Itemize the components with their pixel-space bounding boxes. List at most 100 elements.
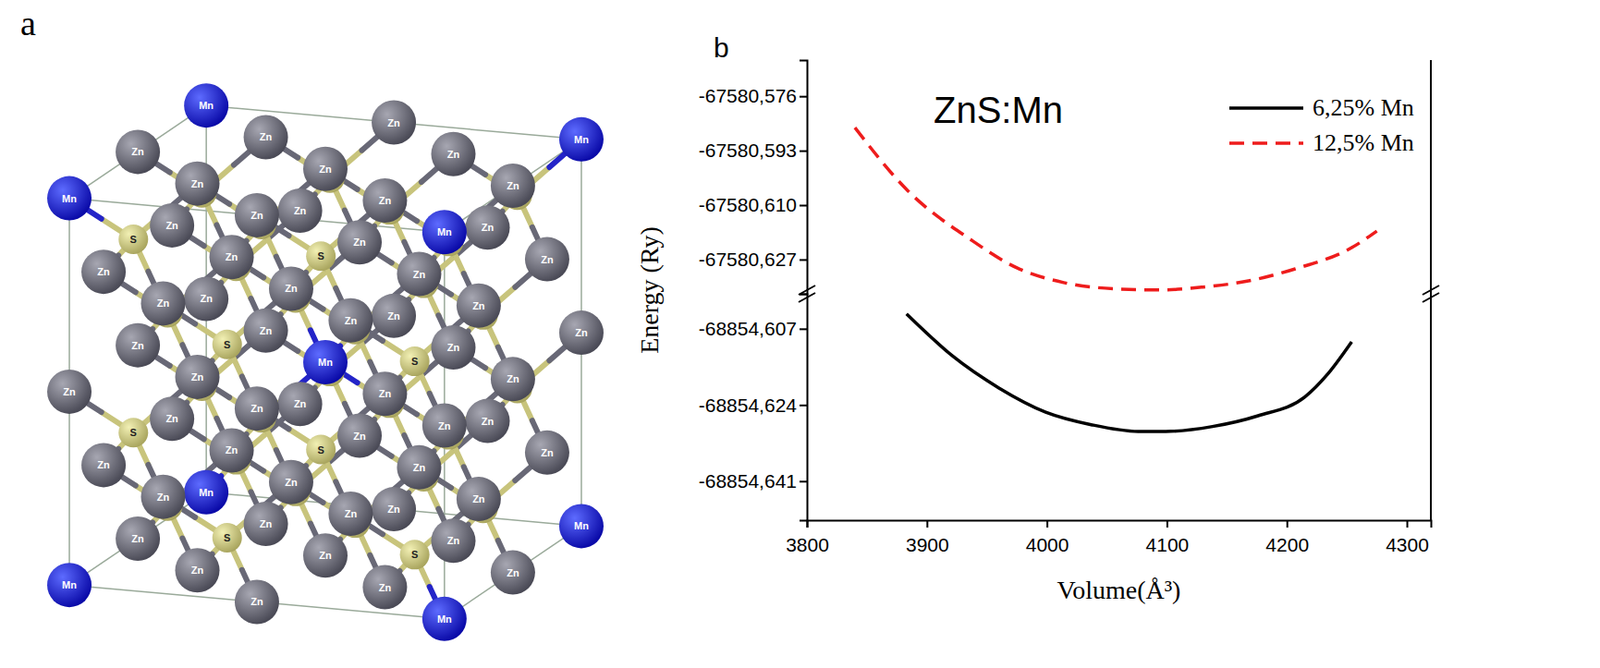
atom: Zn xyxy=(140,475,185,520)
atom-label: Mn xyxy=(317,356,333,368)
atom-sphere xyxy=(149,203,195,248)
atom-sphere xyxy=(212,329,243,360)
atom: S xyxy=(212,523,243,553)
atom: Zn xyxy=(396,252,441,297)
tick-mark xyxy=(1286,520,1289,528)
atom-label: Zn xyxy=(225,444,239,456)
atom-label: Zn xyxy=(447,148,461,160)
atom-label: Zn xyxy=(157,297,171,309)
atom-label: Mn xyxy=(61,579,77,591)
series-line xyxy=(906,314,1353,432)
tick: 4000 xyxy=(1025,520,1070,556)
atom-label: Zn xyxy=(438,420,452,432)
atom: Zn xyxy=(209,427,255,473)
atom: Zn xyxy=(244,114,289,159)
tick: -67580,627 xyxy=(698,248,807,270)
atom-sphere xyxy=(337,219,382,265)
panel-label: a xyxy=(20,3,37,43)
atom-sphere xyxy=(559,117,604,162)
atom: Zn xyxy=(268,460,314,505)
tick-label: -67580,593 xyxy=(698,139,797,161)
atom-sphere xyxy=(268,266,314,311)
atom: Zn xyxy=(234,579,280,624)
atom: Zn xyxy=(268,266,314,311)
atom-sphere xyxy=(140,280,185,326)
atom-sphere xyxy=(81,442,126,488)
tick: 4300 xyxy=(1385,520,1430,556)
tick-label: 4200 xyxy=(1265,534,1309,556)
atom: Mn xyxy=(47,176,92,221)
atom: Zn xyxy=(175,161,220,207)
atom-label: S xyxy=(411,549,418,561)
atom-sphere xyxy=(278,188,323,233)
tick: 4100 xyxy=(1146,520,1190,556)
series-clip xyxy=(854,127,1378,291)
atom-label: S xyxy=(130,233,137,245)
atom: Zn xyxy=(303,146,348,192)
atom-label: Zn xyxy=(284,476,298,489)
atom: Zn xyxy=(303,533,348,578)
atom: Zn xyxy=(337,219,382,265)
tick-mark xyxy=(806,520,809,528)
atom: Mn xyxy=(422,209,467,255)
atom: Zn xyxy=(278,188,323,233)
tick-mark xyxy=(799,204,807,207)
atom-sphere xyxy=(47,176,92,221)
atom: Zn xyxy=(430,518,476,563)
tick: -67580,576 xyxy=(698,85,807,107)
atom-label: S xyxy=(130,427,137,439)
atom-sphere xyxy=(47,369,92,415)
atom: Mn xyxy=(422,597,467,642)
atom-label: Zn xyxy=(131,533,145,545)
atom: Mn xyxy=(559,117,604,162)
atom-sphere xyxy=(234,579,280,624)
atom-sphere xyxy=(303,340,348,385)
tick-mark xyxy=(1406,520,1409,528)
series-line xyxy=(854,127,1378,291)
atom: Zn xyxy=(140,280,185,326)
atom-label: Zn xyxy=(353,430,367,442)
tick-label: 4000 xyxy=(1025,534,1070,556)
tick: -67580,610 xyxy=(698,194,807,216)
atom-label: Zn xyxy=(62,386,76,398)
tick-label: 3900 xyxy=(905,534,950,556)
atom: Zn xyxy=(234,386,280,431)
atom: S xyxy=(400,539,430,570)
atom: Zn xyxy=(244,308,289,354)
atom-label: Zn xyxy=(250,209,264,221)
atom-sphere xyxy=(465,205,511,250)
atom: Zn xyxy=(337,414,382,459)
tick-mark xyxy=(799,328,807,330)
atom: Zn xyxy=(371,100,416,146)
unit-cell xyxy=(69,105,582,620)
atom: Mn xyxy=(47,562,92,608)
atom-label: S xyxy=(223,339,231,351)
atom-label: Mn xyxy=(574,134,589,146)
atom-label: Zn xyxy=(97,266,110,278)
tick: 3800 xyxy=(785,520,830,556)
atom-sphere xyxy=(118,417,148,448)
atom-label: Mn xyxy=(198,487,214,499)
atom-sphere xyxy=(183,470,229,515)
tick-label: -67580,627 xyxy=(698,248,797,270)
atom: Zn xyxy=(456,283,501,329)
atom-label: Zn xyxy=(413,268,427,281)
atom-sphere xyxy=(490,356,536,402)
atom-sphere xyxy=(362,371,407,416)
tick-label: -68854,607 xyxy=(698,317,797,340)
tick: -67580,593 xyxy=(698,139,807,161)
atom-sphere xyxy=(175,354,220,400)
atom-label: Zn xyxy=(447,535,461,547)
atom: S xyxy=(305,435,336,465)
atom-sphere xyxy=(465,399,511,444)
atom-sphere xyxy=(209,234,255,280)
atom-label: S xyxy=(317,250,325,262)
atom: Zn xyxy=(362,178,407,223)
tick: -68854,624 xyxy=(698,394,807,416)
atom: Zn xyxy=(115,516,160,562)
atom-sphere xyxy=(175,161,220,207)
axis-break xyxy=(798,293,816,303)
atom-sphere xyxy=(422,403,467,449)
atom-sphere xyxy=(328,491,373,537)
atom-label: Zn xyxy=(413,462,427,474)
